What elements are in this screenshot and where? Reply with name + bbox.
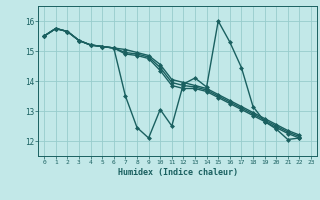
X-axis label: Humidex (Indice chaleur): Humidex (Indice chaleur) [118,168,238,177]
